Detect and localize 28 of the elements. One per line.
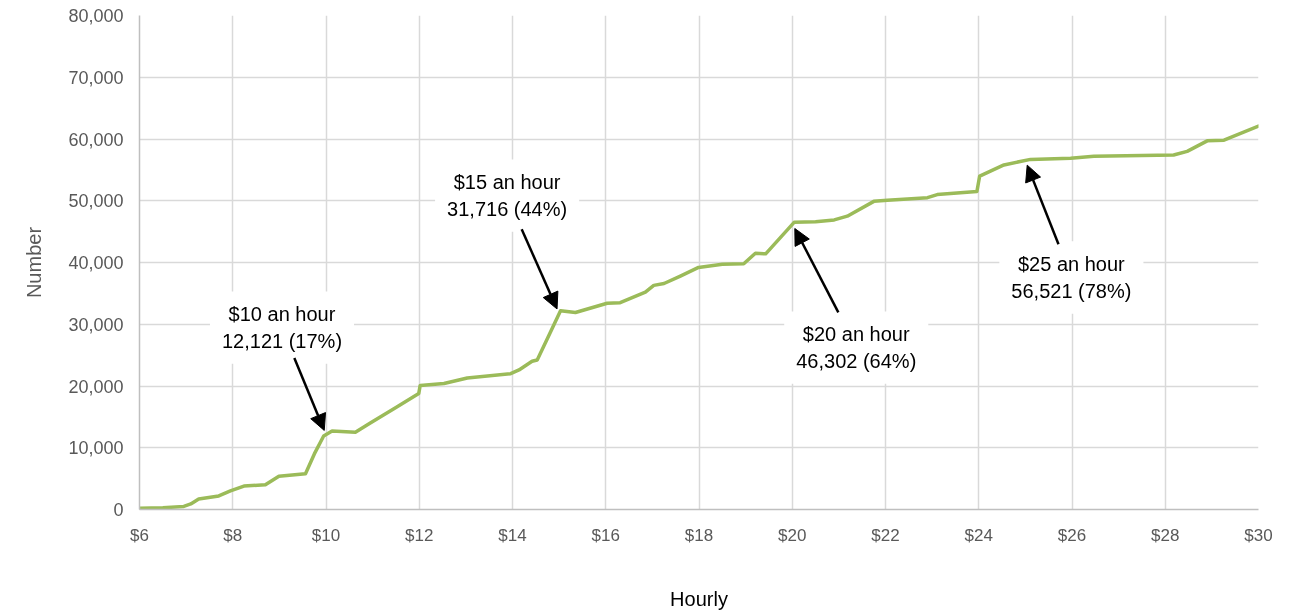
y-tick-label: 30,000 [68,314,124,335]
x-tick-label: $14 [498,525,527,545]
y-axis-title: Number [23,226,46,299]
x-tick-label: $8 [223,525,243,545]
y-tick-label: 50,000 [68,191,124,212]
x-tick-label: $10 [311,525,341,545]
annotation: $15 an hour 31,716 (44%) [447,171,568,220]
x-tick-label: $30 [1244,525,1273,545]
y-tick-label: 80,000 [68,6,124,26]
x-tick-label: $22 [871,525,900,545]
y-tick-label: 0 [113,500,124,520]
x-tick-label: $12 [405,525,434,545]
y-tick-label: 20,000 [68,376,124,397]
x-tick-label: $18 [684,525,714,545]
x-tick-label: $26 [1057,525,1087,545]
x-tick-label: $16 [591,525,620,545]
y-tick-label: 10,000 [68,438,124,459]
x-tick-label: $28 [1151,525,1180,545]
x-axis-title: Hourly [670,587,728,610]
x-tick-label: $6 [130,525,149,545]
y-tick-label: 40,000 [68,253,124,273]
x-tick-label: $20 [778,525,807,545]
y-tick-label: 70,000 [68,67,124,88]
annotation: $25 an hour 56,521 (78%) [1011,253,1132,302]
y-tick-label: 60,000 [68,129,124,150]
annotation: $10 an hour 12,121 (17%) [221,303,343,352]
x-tick-label: $24 [964,525,993,545]
annotation: $20 an hour 46,302 (64%) [796,323,917,372]
